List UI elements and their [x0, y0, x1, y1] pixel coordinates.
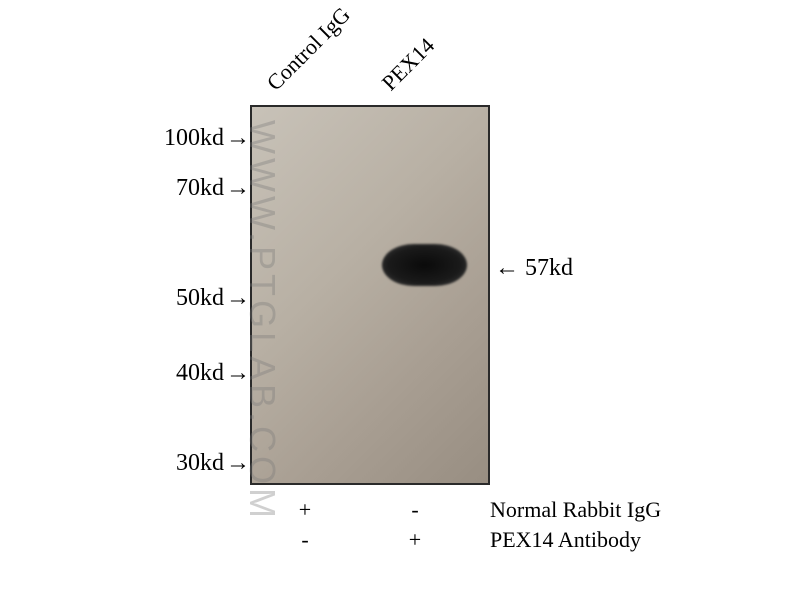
treatment-symbol: +	[360, 527, 470, 553]
mw-marker: 40kd→	[176, 360, 250, 387]
band-size-marker: ← 57kd	[495, 255, 573, 282]
treatment-label: PEX14 Antibody	[490, 527, 641, 553]
band-size-label: 57kd	[525, 255, 573, 282]
treatment-symbol: +	[250, 497, 360, 523]
treatment-label: Normal Rabbit IgG	[490, 497, 661, 523]
protein-band	[382, 244, 467, 286]
arrow-left-icon: ←	[495, 255, 519, 282]
table-row: -+ PEX14 Antibody	[250, 525, 730, 555]
treatment-symbol: -	[250, 527, 360, 553]
arrow-right-icon: →	[226, 175, 250, 202]
lane-label-pex14: PEX14	[377, 33, 440, 96]
arrow-right-icon: →	[226, 450, 250, 477]
western-blot	[250, 105, 490, 485]
mw-label: 70kd	[176, 175, 224, 202]
arrow-right-icon: →	[226, 125, 250, 152]
mw-label: 40kd	[176, 360, 224, 387]
arrow-right-icon: →	[226, 360, 250, 387]
mw-marker: 100kd→	[164, 125, 250, 152]
mw-label: 30kd	[176, 450, 224, 477]
lane-label-control: Control IgG	[262, 2, 356, 96]
mw-label: 50kd	[176, 285, 224, 312]
mw-marker: 50kd→	[176, 285, 250, 312]
mw-label: 100kd	[164, 125, 224, 152]
table-row: +-Normal Rabbit IgG	[250, 495, 730, 525]
treatment-table: +-Normal Rabbit IgG-+PEX14 Antibody	[250, 495, 730, 555]
mw-marker: 70kd→	[176, 175, 250, 202]
treatment-symbol: -	[360, 497, 470, 523]
mw-marker: 30kd→	[176, 450, 250, 477]
arrow-right-icon: →	[226, 285, 250, 312]
